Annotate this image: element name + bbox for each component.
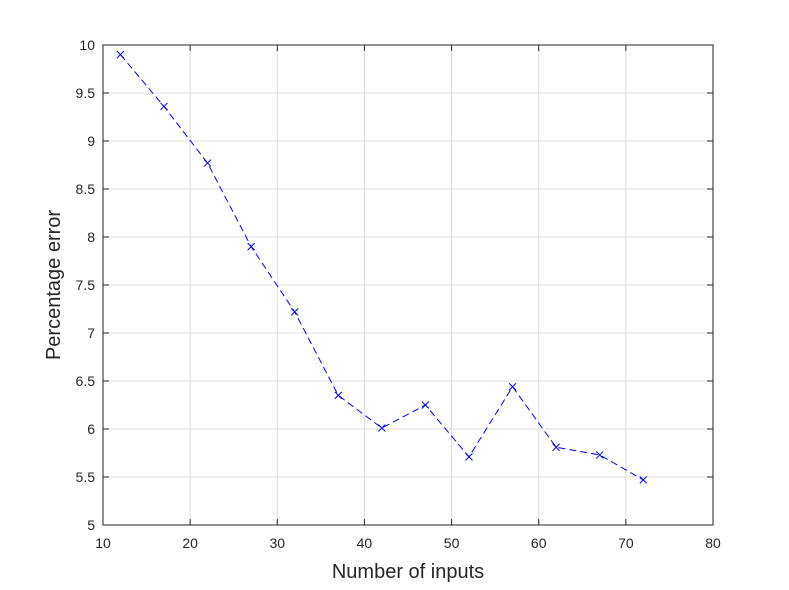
y-tick-label: 7 xyxy=(87,325,95,341)
marker-stroke xyxy=(552,443,560,452)
x-tick-label: 10 xyxy=(95,535,111,551)
y-tick-label: 5 xyxy=(87,517,95,533)
x-tick-label: 30 xyxy=(269,535,285,551)
grid-lines xyxy=(102,44,714,526)
data-point-marker xyxy=(421,401,430,409)
x-tick-label: 20 xyxy=(182,535,198,551)
marker-stroke xyxy=(421,401,430,409)
x-tick-label: 70 xyxy=(618,535,634,551)
y-tick-label: 8.5 xyxy=(76,181,96,197)
y-tick-label: 10 xyxy=(79,37,95,53)
data-point-marker xyxy=(639,476,648,484)
x-tick-label: 80 xyxy=(705,535,721,551)
data-point-marker xyxy=(508,382,517,391)
x-tick-labels: 10 20 30 40 50 60 70 80 xyxy=(95,535,721,551)
data-point-marker xyxy=(378,424,386,432)
x-tick-label: 50 xyxy=(444,535,460,551)
y-tick-label: 9 xyxy=(87,133,95,149)
marker-stroke xyxy=(639,476,648,484)
data-point-marker xyxy=(203,159,212,167)
y-tick-labels: 5 5.5 6 6.5 7 7.5 8 8.5 9 9.5 10 xyxy=(76,37,96,533)
data-point-marker xyxy=(247,242,255,251)
marker-stroke xyxy=(465,452,473,461)
marker-stroke xyxy=(203,159,212,167)
x-tick-label: 60 xyxy=(531,535,547,551)
y-tick-label: 6 xyxy=(87,421,95,437)
x-tick-label: 40 xyxy=(357,535,373,551)
data-point-marker xyxy=(595,451,604,459)
data-point-marker xyxy=(290,308,299,316)
marker-stroke xyxy=(334,391,343,400)
series-group xyxy=(116,50,648,484)
y-tick-label: 7.5 xyxy=(76,277,96,293)
y-tick-label: 5.5 xyxy=(76,469,96,485)
data-point-marker xyxy=(116,50,125,59)
marker-stroke xyxy=(378,424,386,432)
marker-stroke xyxy=(116,50,125,59)
series-line xyxy=(120,54,644,481)
marker-stroke xyxy=(247,242,255,251)
y-tick-label: 8 xyxy=(87,229,95,245)
x-axis-title: Number of inputs xyxy=(332,561,484,583)
y-tick-label: 6.5 xyxy=(76,373,96,389)
marker-stroke xyxy=(595,451,604,459)
tick-marks xyxy=(102,44,714,526)
data-point-marker xyxy=(465,452,473,461)
data-point-marker xyxy=(160,102,168,111)
marker-stroke xyxy=(508,382,517,391)
data-point-marker xyxy=(552,443,560,452)
y-tick-label: 9.5 xyxy=(76,85,96,101)
marker-stroke xyxy=(160,102,168,111)
y-axis-title: Percentage error xyxy=(43,210,65,360)
marker-stroke xyxy=(290,308,299,316)
data-point-marker xyxy=(334,391,343,400)
